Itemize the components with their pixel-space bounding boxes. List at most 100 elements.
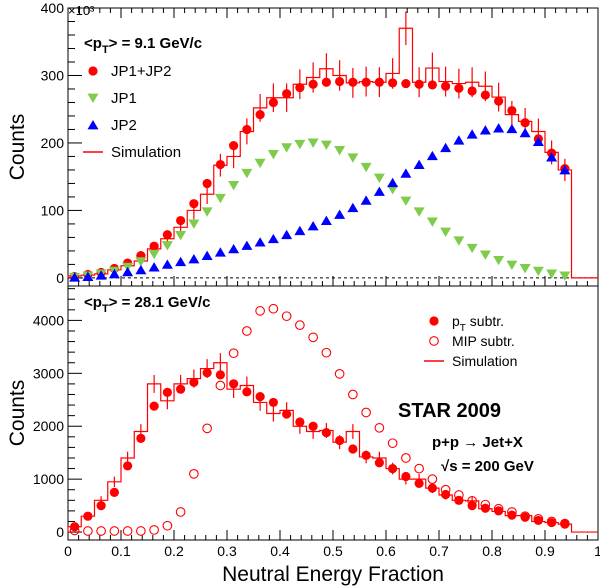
top-y-tick-label: 400 (41, 0, 65, 16)
energy-label: √s = 200 GeV (441, 458, 534, 475)
jp2-point (493, 123, 505, 133)
jp2-point (241, 240, 253, 250)
mip-subtr-point (440, 484, 451, 495)
legend-marker (87, 120, 99, 130)
jp2-point (400, 168, 412, 178)
p-t-subtr-point (361, 450, 371, 460)
jp1-point (294, 139, 306, 150)
jp1-point (479, 250, 491, 260)
mip-subtr-point (427, 474, 438, 484)
jp2-point (479, 125, 491, 135)
jp1-jp2-point (321, 77, 331, 87)
p-t-subtr-point (374, 458, 384, 468)
p-t-subtr-point (401, 471, 411, 482)
jp1-point (161, 241, 173, 251)
jp2-point (228, 243, 240, 254)
mip-subtr-point (401, 453, 411, 463)
jp1-jp2-point (427, 80, 437, 90)
jp1-point (559, 271, 571, 281)
jp1-jp2-point (215, 159, 225, 170)
mip-subtr-point (122, 526, 133, 536)
p-t-subtr-point (507, 510, 517, 520)
p-t-subtr-point (282, 409, 292, 419)
p-t-subtr-point (109, 487, 119, 497)
bottom-y-tick-label: 2000 (33, 418, 64, 434)
top-y-tick-label: 200 (41, 135, 65, 151)
jp2-point (334, 209, 346, 219)
mip-subtr-point (83, 526, 93, 536)
jp1-jp2-point (454, 83, 464, 93)
jp1-point (387, 185, 399, 195)
jp2-point (532, 136, 544, 147)
legend-marker (429, 316, 439, 326)
x-tick-label: 0.4 (270, 543, 290, 559)
jp1-jp2-point (414, 79, 424, 89)
jp2-point (188, 254, 200, 264)
jp1-jp2-point (149, 241, 159, 251)
jp1-jp2-point (229, 141, 239, 151)
jp2-point (387, 177, 399, 188)
mip-subtr-point (414, 463, 424, 474)
p-t-subtr-point (427, 483, 437, 493)
x-tick-label: 0.9 (535, 543, 555, 559)
x-tick-label: 0.2 (164, 543, 184, 559)
jp1-point (228, 181, 240, 191)
mip-subtr-point (295, 320, 305, 331)
jp1-jp2-point (335, 76, 345, 87)
mip-subtr-point (202, 423, 212, 434)
jp1-point (148, 249, 160, 260)
jp1-point (320, 140, 332, 150)
bottom-y-tick-label: 0 (56, 524, 64, 540)
mip-subtr-point (480, 499, 491, 510)
legend-label: JP2 (111, 117, 137, 134)
p-t-subtr-point (295, 417, 305, 427)
jp2-point (267, 233, 279, 244)
x-tick-label: 0.3 (217, 543, 237, 559)
p-t-subtr-point (136, 433, 146, 443)
x-tick-label: 1 (594, 543, 600, 559)
jp2-point (360, 195, 372, 205)
bottom-y-axis-label: Counts (6, 380, 29, 447)
mip-subtr-point (321, 347, 332, 358)
p-t-subtr-point (242, 387, 252, 397)
jp1-jp2-point (268, 97, 278, 108)
jp1-point (453, 236, 465, 246)
legend-label: JP1 (111, 90, 137, 107)
jp1-point (175, 230, 187, 241)
jp1-point (466, 243, 478, 254)
p-t-subtr-point (189, 377, 199, 387)
legend-label: MIP subtr. (452, 333, 515, 349)
p-t-subtr-point (268, 397, 278, 408)
jp1-jp2-point (255, 110, 265, 120)
jp2-point (426, 150, 438, 161)
jp1-jp2-point (202, 178, 212, 189)
bottom-legend: pT subtr.MIP subtr. Simulation (424, 313, 517, 369)
top-panel-title: <pT> = 9.1 GeV/c (84, 35, 202, 56)
legend-marker (88, 66, 98, 76)
mip-subtr-point (387, 438, 398, 449)
jp1-jp2-point (388, 78, 398, 88)
p-t-subtr-point (149, 401, 159, 411)
top-axis-ticks: 0 100 200 300 400 (41, 0, 599, 286)
jp1-jp2-point (282, 89, 292, 99)
jp2-point (559, 164, 571, 175)
jp1-point (400, 196, 412, 206)
p-t-subtr-point (348, 444, 358, 454)
bottom-axis-ticks: 0 1000 2000 3000 4000 0 0.1 0.2 0.3 0.4 0.5 0.6 0.7 0… (33, 288, 600, 559)
x-axis-label: Neutral Energy Fraction (222, 563, 444, 586)
mip-subtr-point (175, 507, 186, 517)
jp1-point (506, 260, 518, 271)
jp1-jp2-point (507, 105, 517, 116)
mip-subtr-point (493, 503, 504, 514)
jp1-point (347, 153, 359, 163)
mip-subtr-point (109, 526, 120, 536)
p-t-subtr-point (321, 427, 331, 438)
jp1-point (214, 193, 226, 204)
mip-subtr-point (242, 326, 252, 336)
jp1-jp2-point (401, 78, 411, 89)
jp1-point (413, 207, 425, 217)
simulation-histogram (67, 362, 598, 533)
jp2-point (413, 159, 425, 169)
x-tick-label: 0 (64, 543, 72, 559)
jp2-point (108, 268, 120, 279)
